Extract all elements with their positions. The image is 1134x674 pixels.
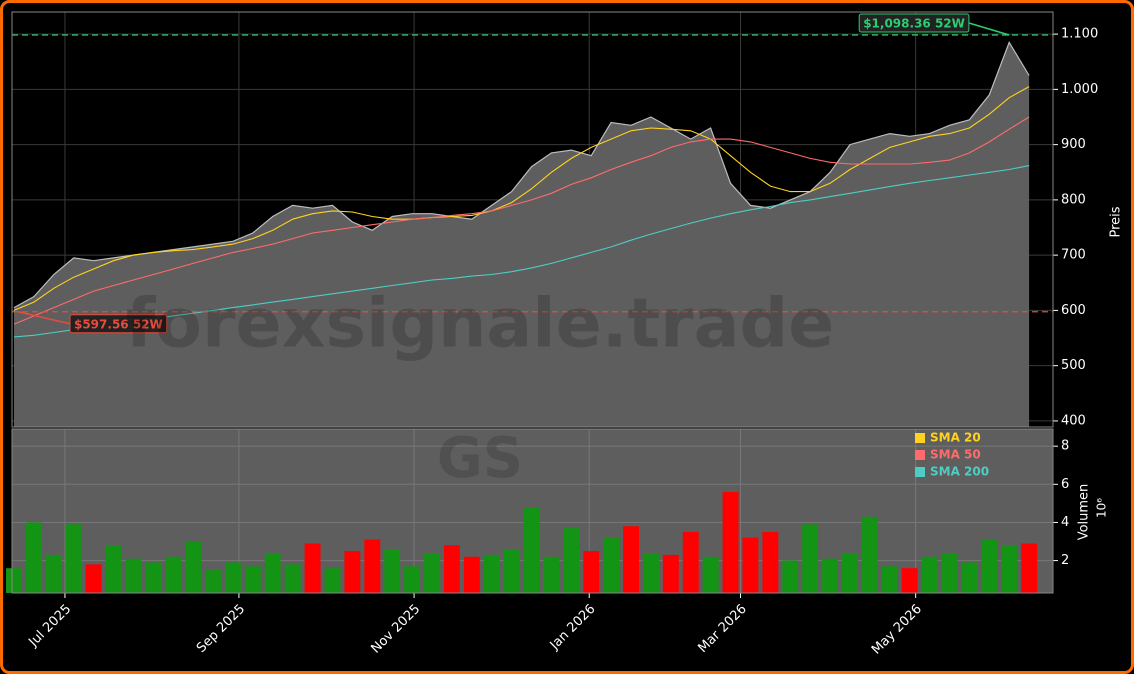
legend-swatch — [915, 467, 925, 477]
y-tick-label: 700 — [1061, 248, 1086, 263]
volume-bar — [802, 524, 819, 593]
volume-bar — [1021, 543, 1038, 593]
ticker-watermark: GS — [437, 426, 523, 491]
volume-bar — [384, 549, 401, 593]
price-border — [11, 11, 1054, 428]
y-tick-label: 1.000 — [1061, 82, 1098, 97]
volume-bar — [961, 562, 978, 593]
annotation: $1,098.36 52W — [858, 13, 1010, 36]
volume-bar — [45, 554, 62, 593]
y-tick-label: 600 — [1061, 303, 1086, 318]
volume-bar — [424, 552, 440, 593]
volume-bar — [205, 570, 221, 593]
legend-label: SMA 50 — [930, 448, 981, 462]
volume-bar — [165, 556, 182, 593]
volume-bar — [304, 543, 321, 593]
volume-bar — [782, 560, 799, 593]
volume-bar — [842, 552, 858, 593]
volume-bar — [105, 545, 122, 593]
volume-bar — [543, 556, 560, 593]
volume-bar — [881, 566, 898, 593]
volume-bar — [921, 556, 938, 593]
y2-axis-label: Volumen — [1077, 484, 1092, 541]
volume-bar — [65, 524, 82, 593]
volume-bar — [623, 526, 639, 593]
volume-bar — [822, 558, 839, 593]
volume-bar — [981, 539, 998, 593]
volume-bar — [941, 552, 958, 593]
volume-bar — [642, 552, 659, 593]
watermark: forexsignale.trade — [126, 285, 835, 364]
volume-bar — [503, 549, 520, 593]
volume-bar — [224, 562, 241, 593]
volume-bar — [25, 522, 42, 593]
volume-bar — [583, 551, 600, 593]
y-tick-label: 500 — [1061, 358, 1086, 373]
annotation: $597.56 52W — [17, 311, 168, 334]
volume-bar — [364, 539, 381, 593]
volume-bar — [603, 537, 620, 593]
y2-tick-label: 2 — [1061, 553, 1069, 568]
volume-bar — [443, 545, 460, 593]
volume-bar — [722, 491, 739, 593]
volume-bar — [861, 516, 878, 593]
volume-bar — [125, 558, 142, 593]
volume-bar — [463, 556, 480, 593]
volume-bar — [324, 568, 341, 593]
volume-bar — [284, 564, 301, 593]
volume-bar — [145, 562, 162, 593]
legend-label: SMA 20 — [930, 431, 981, 445]
volume-bar — [244, 566, 261, 593]
y-tick-label: 800 — [1061, 192, 1086, 207]
price-line — [13, 41, 1030, 309]
price-area — [14, 42, 1030, 428]
legend-swatch — [915, 433, 925, 443]
annotation-arrow — [968, 22, 1010, 36]
volume-bar — [901, 568, 918, 593]
volume-bar — [85, 564, 102, 593]
volume-bar — [563, 528, 580, 593]
annotation-label: $1,098.36 52W — [863, 17, 965, 31]
volume-bar — [762, 531, 779, 593]
volume-bar — [682, 531, 699, 593]
y2-tick-label: 8 — [1061, 439, 1069, 454]
volume-offset: 10⁶ — [1095, 498, 1109, 518]
volume-bar — [6, 568, 22, 593]
annotation-arrow — [17, 311, 71, 325]
volume-bar — [742, 537, 759, 593]
volume-bar — [702, 556, 719, 593]
y2-tick-label: 4 — [1061, 515, 1069, 530]
y-axis-label: Preis — [1109, 206, 1124, 237]
volume-bar — [662, 554, 679, 593]
sma-line — [13, 116, 1030, 325]
y-tick-label: 900 — [1061, 137, 1086, 152]
volume-bar — [483, 554, 500, 593]
volume-bar — [264, 552, 281, 593]
volume-bar — [1001, 545, 1018, 593]
y-tick-label: 1.100 — [1061, 27, 1098, 42]
volume-bar — [404, 566, 421, 593]
volume-bar — [185, 541, 202, 593]
volume-border — [11, 428, 1054, 594]
legend-label: SMA 200 — [930, 465, 989, 479]
volume-bar — [344, 551, 361, 593]
legend-swatch — [915, 450, 925, 460]
y-tick-label: 400 — [1061, 413, 1086, 428]
sma-line — [13, 165, 1030, 338]
annotation-label: $597.56 52W — [74, 317, 163, 331]
y2-tick-label: 6 — [1061, 477, 1069, 492]
volume-bar — [523, 507, 540, 593]
